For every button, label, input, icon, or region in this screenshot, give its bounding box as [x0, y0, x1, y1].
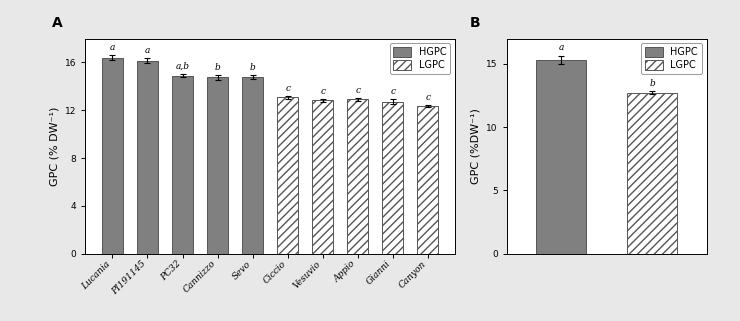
Text: b: b — [249, 63, 255, 72]
Text: b: b — [649, 79, 655, 88]
Legend: HGPC, LGPC: HGPC, LGPC — [389, 43, 450, 74]
Text: a: a — [145, 47, 150, 56]
Text: a: a — [110, 43, 115, 52]
Bar — [417, 106, 438, 254]
Legend: HGPC, LGPC: HGPC, LGPC — [641, 43, 702, 74]
Bar — [137, 61, 158, 254]
Bar — [207, 77, 228, 254]
Bar — [312, 100, 333, 254]
Text: c: c — [320, 87, 325, 96]
Text: c: c — [425, 92, 430, 102]
Bar — [347, 100, 369, 254]
Bar — [383, 102, 403, 254]
Bar — [536, 60, 586, 254]
Y-axis label: GPC (% DW⁻¹): GPC (% DW⁻¹) — [49, 106, 59, 186]
Bar — [628, 93, 677, 254]
Bar — [242, 77, 263, 254]
Text: a,b: a,b — [175, 62, 189, 71]
Text: a: a — [559, 43, 564, 52]
Text: c: c — [285, 83, 290, 92]
Text: b: b — [215, 63, 221, 72]
Text: c: c — [355, 86, 360, 95]
Bar — [102, 58, 123, 254]
Bar — [277, 97, 298, 254]
Text: B: B — [470, 16, 480, 30]
Y-axis label: GPC (%DW⁻¹): GPC (%DW⁻¹) — [471, 108, 481, 184]
Bar — [172, 75, 193, 254]
Text: c: c — [390, 87, 395, 97]
Text: A: A — [52, 16, 63, 30]
